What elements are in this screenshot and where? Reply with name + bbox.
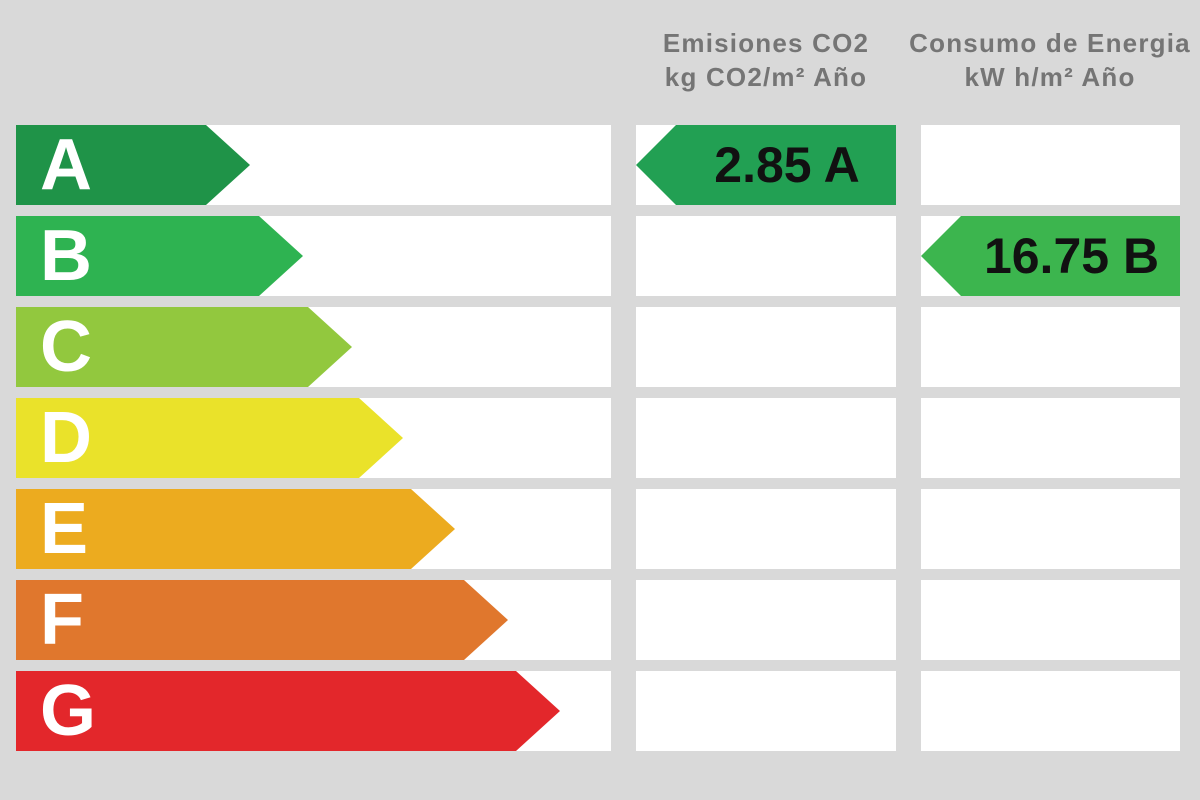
rating-grade-letter: E (40, 489, 89, 569)
energy-column-unit: kW h/m² Año (964, 62, 1136, 92)
rating-row: D (0, 398, 1200, 478)
rating-bar-arrow: B (16, 216, 303, 296)
energy-value-cell (921, 671, 1180, 751)
rating-grade-letter: C (40, 307, 92, 387)
co2-column-header: Emisiones CO2 kg CO2/m² Año (636, 26, 896, 94)
co2-value-cell (636, 671, 896, 751)
rating-bar-track: C (16, 307, 611, 387)
energy-column-title: Consumo de Energia (909, 28, 1191, 58)
rating-bar-track: G (16, 671, 611, 751)
energy-value-cell (921, 125, 1180, 205)
co2-value-cell (636, 216, 896, 296)
rating-bar-arrow: E (16, 489, 455, 569)
rating-bar-track: E (16, 489, 611, 569)
energy-value-cell (921, 307, 1180, 387)
rating-grade-letter: A (40, 125, 92, 205)
rating-bar-track: A (16, 125, 611, 205)
rating-row: G (0, 671, 1200, 751)
co2-value-cell (636, 307, 896, 387)
co2-value-label: 2.85 A (714, 137, 860, 193)
rating-bar-arrow: C (16, 307, 352, 387)
co2-value-arrow: 2.85 A (636, 125, 896, 205)
energy-value-cell (921, 398, 1180, 478)
rating-bar-arrow: G (16, 671, 560, 751)
co2-column-unit: kg CO2/m² Año (664, 62, 868, 92)
rating-row: B 16.75 B (0, 216, 1200, 296)
energy-value-cell (921, 489, 1180, 569)
rating-grade-letter: D (40, 398, 92, 478)
co2-value-cell (636, 580, 896, 660)
rating-bar-track: B (16, 216, 611, 296)
rating-bar-track: F (16, 580, 611, 660)
rating-grade-letter: F (40, 580, 84, 660)
co2-value-cell (636, 489, 896, 569)
rating-row: E (0, 489, 1200, 569)
rating-bar-arrow: F (16, 580, 508, 660)
rating-row: F (0, 580, 1200, 660)
co2-column-title: Emisiones CO2 (662, 28, 870, 58)
rating-grade-letter: G (40, 671, 97, 751)
rating-bar-arrow: A (16, 125, 250, 205)
rating-bar-arrow: D (16, 398, 403, 478)
rating-row: A 2.85 A (0, 125, 1200, 205)
co2-value-cell (636, 398, 896, 478)
energy-column-header: Consumo de Energia kW h/m² Año (900, 26, 1200, 94)
co2-value-cell: 2.85 A (636, 125, 896, 205)
rating-bar-track: D (16, 398, 611, 478)
energy-value-label: 16.75 B (983, 228, 1160, 284)
energy-value-cell: 16.75 B (921, 216, 1180, 296)
energy-value-arrow: 16.75 B (921, 216, 1180, 296)
energy-value-cell (921, 580, 1180, 660)
rating-row: C (0, 307, 1200, 387)
rating-grade-letter: B (40, 216, 92, 296)
